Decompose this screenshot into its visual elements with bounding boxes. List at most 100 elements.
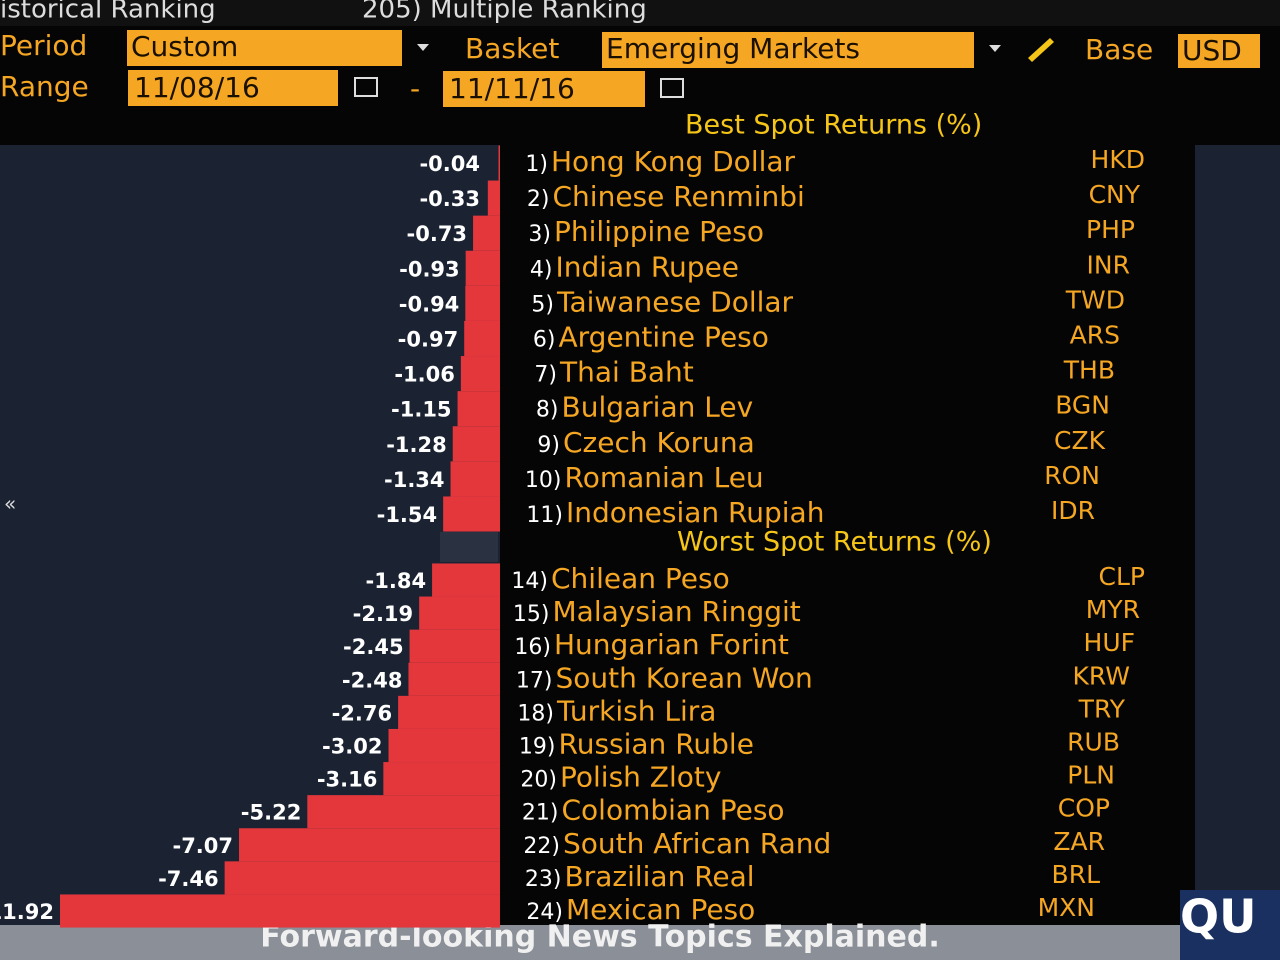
return-bar <box>307 795 500 829</box>
return-value: -0.93 <box>399 257 460 281</box>
start-field[interactable] <box>128 70 338 106</box>
return-bar <box>465 250 500 286</box>
rank: 20) <box>520 768 557 793</box>
rank: 11) <box>526 503 563 528</box>
period-value: Custom <box>131 30 238 63</box>
currency-name[interactable]: Indonesian Rupiah <box>566 496 824 529</box>
edit-icon[interactable] <box>1028 38 1054 62</box>
right-panel <box>1195 145 1280 935</box>
return-bar <box>452 426 500 462</box>
period-field[interactable] <box>127 30 402 66</box>
return-value: -2.48 <box>342 668 403 692</box>
end-field[interactable] <box>443 71 645 107</box>
currency-code: HKD <box>1091 145 1145 174</box>
currency-name[interactable]: Argentine Peso <box>559 321 769 354</box>
rank: 22) <box>523 834 560 859</box>
return-bar <box>409 629 500 663</box>
currency-name[interactable]: Chinese Renminbi <box>553 180 805 213</box>
start-date: 11/08/16 <box>134 71 260 104</box>
return-value: -2.45 <box>343 635 404 659</box>
end-date: 11/11/16 <box>449 72 575 105</box>
currency-name[interactable]: Bulgarian Lev <box>562 391 754 424</box>
currency-name[interactable]: Czech Koruna <box>563 426 755 459</box>
return-value: -11.92 <box>0 900 54 924</box>
currency-code: TWD <box>1065 285 1125 314</box>
ticker-bar <box>0 925 1180 960</box>
currency-code: CNY <box>1089 180 1141 209</box>
return-value: -7.46 <box>158 867 219 891</box>
currency-code: THB <box>1063 356 1115 385</box>
currency-name[interactable]: Turkish Lira <box>556 694 716 727</box>
return-bar <box>239 828 500 862</box>
return-bar <box>460 356 500 392</box>
currency-name[interactable]: Philippine Peso <box>554 215 764 248</box>
rank: 3) <box>528 222 551 247</box>
currency-name[interactable]: South Korean Won <box>556 661 813 694</box>
rank: 4) <box>530 257 553 282</box>
rank: 6) <box>533 328 556 353</box>
currency-code: COP <box>1058 794 1110 823</box>
period-label: Period <box>0 29 87 62</box>
period-dropdown[interactable] <box>417 44 429 51</box>
currency-name[interactable]: Chilean Peso <box>551 562 730 595</box>
ranking-rows: -0.04 1) Hong Kong Dollar HKD -0.33 2) Chinese… <box>0 145 1145 928</box>
return-bar <box>408 662 500 696</box>
return-bar <box>398 695 500 729</box>
currency-code: MYR <box>1086 595 1140 624</box>
return-bar <box>464 320 500 357</box>
currency-code: IDR <box>1051 496 1095 525</box>
base-label: Base <box>1085 33 1153 66</box>
rank: 17) <box>516 668 553 693</box>
currency-name[interactable]: Colombian Peso <box>562 794 785 827</box>
rank: 23) <box>525 867 562 892</box>
currency-code: TRY <box>1078 694 1126 723</box>
rank: 8) <box>536 398 559 423</box>
currency-name[interactable]: Taiwanese Dollar <box>556 285 794 318</box>
currency-name[interactable]: Romanian Leu <box>565 461 764 494</box>
currency-name[interactable]: South African Rand <box>563 827 831 860</box>
currency-name[interactable]: Russian Ruble <box>559 728 754 761</box>
currency-code: RON <box>1044 461 1100 490</box>
end-calendar[interactable] <box>660 78 684 98</box>
currency-name[interactable]: Indian Rupee <box>556 250 740 283</box>
return-value: -0.33 <box>419 187 480 211</box>
currency-name[interactable]: Brazilian Real <box>565 860 755 893</box>
currency-name[interactable]: Malaysian Ringgit <box>553 595 801 628</box>
return-bar <box>388 728 500 763</box>
collapse-arrow[interactable]: « <box>4 492 16 516</box>
return-value: -2.19 <box>353 602 414 626</box>
rank: 14) <box>511 569 548 594</box>
basket-field[interactable] <box>602 32 974 68</box>
currency-code: RUB <box>1067 728 1120 757</box>
basket-dropdown[interactable] <box>989 45 1001 52</box>
currency-name[interactable]: Mexican Peso <box>566 893 755 926</box>
base-field[interactable] <box>1178 34 1260 68</box>
return-bar <box>450 461 500 497</box>
currency-code: CZK <box>1054 426 1106 455</box>
rank: 24) <box>526 900 563 925</box>
currency-code: CLP <box>1099 562 1145 591</box>
worst-title: Worst Spot Returns (%) <box>677 527 992 558</box>
return-value: -0.94 <box>399 292 460 316</box>
corner-text: QU <box>1180 890 1256 944</box>
start-calendar[interactable] <box>354 77 378 97</box>
rank: 15) <box>513 602 550 627</box>
currency-name[interactable]: Hungarian Forint <box>554 628 789 661</box>
currency-name[interactable]: Thai Baht <box>559 356 694 389</box>
return-value: -2.76 <box>332 701 393 725</box>
currency-code: INR <box>1087 250 1130 279</box>
rank: 16) <box>514 635 551 660</box>
rank: 9) <box>537 433 560 458</box>
return-value: -1.06 <box>394 363 455 387</box>
currency-name[interactable]: Hong Kong Dollar <box>551 145 796 178</box>
return-bar <box>60 894 500 928</box>
range-label: Range <box>0 70 89 103</box>
basket-value: Emerging Markets <box>606 32 860 65</box>
currency-name[interactable]: Polish Zloty <box>560 761 721 794</box>
return-bar <box>498 145 500 181</box>
base-value: USD <box>1182 34 1242 67</box>
best-title: Best Spot Returns (%) <box>685 110 982 141</box>
currency-code: PHP <box>1086 215 1135 244</box>
return-bar <box>383 762 500 796</box>
